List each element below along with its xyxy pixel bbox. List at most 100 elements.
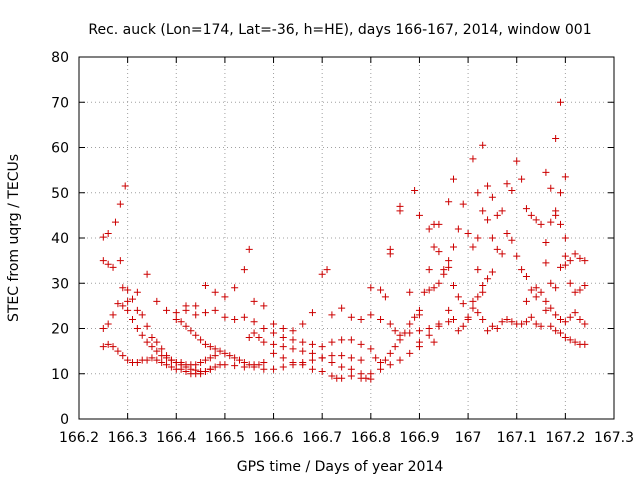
data-point — [119, 284, 127, 292]
data-point — [450, 315, 457, 323]
data-point — [211, 345, 219, 353]
data-point — [109, 343, 117, 351]
data-point — [338, 352, 346, 360]
data-point — [250, 297, 258, 305]
data-point — [250, 329, 258, 337]
data-point — [124, 306, 132, 314]
data-point — [474, 293, 482, 301]
axis-ticks: 166.2 166.3 166.4 166.5 166.6 166.7 166.8 166.9… — [51, 50, 634, 446]
data-point — [557, 98, 564, 106]
data-point — [430, 284, 438, 292]
data-point — [479, 141, 487, 149]
data-point — [367, 311, 375, 319]
data-point — [221, 349, 229, 357]
y-axis-label: STEC from uqrg / TECUs — [6, 154, 22, 322]
data-point — [197, 370, 205, 378]
data-point — [357, 374, 365, 382]
data-point — [148, 343, 156, 351]
data-point — [129, 295, 136, 303]
data-point — [328, 352, 336, 360]
data-point — [430, 338, 438, 346]
x-tick-label: 166.7 — [302, 430, 342, 446]
data-point — [206, 343, 214, 351]
data-point — [240, 313, 248, 321]
data-point — [454, 225, 462, 233]
data-point — [197, 336, 205, 344]
data-point — [177, 318, 185, 326]
data-point — [396, 331, 404, 339]
data-point — [518, 266, 526, 274]
data-point — [561, 318, 569, 326]
data-point — [279, 325, 287, 332]
data-point — [547, 279, 555, 287]
data-point — [542, 297, 550, 305]
data-point — [328, 372, 336, 380]
data-point — [415, 306, 423, 314]
data-point — [561, 234, 569, 242]
data-point — [347, 354, 355, 362]
y-tick-label: 0 — [60, 412, 69, 428]
data-point — [347, 313, 355, 321]
data-point — [522, 272, 530, 280]
data-point — [357, 340, 365, 348]
data-point — [240, 363, 248, 371]
data-point — [104, 229, 112, 237]
data-point — [450, 243, 457, 251]
data-point — [250, 363, 258, 371]
data-point — [527, 211, 535, 219]
data-point — [381, 293, 389, 301]
data-point — [566, 257, 574, 265]
data-point — [279, 354, 287, 362]
data-point — [479, 288, 487, 296]
data-point — [124, 297, 132, 305]
data-point — [347, 372, 355, 380]
data-point — [488, 193, 496, 201]
data-point — [527, 286, 535, 294]
data-point — [192, 302, 200, 310]
data-point — [231, 315, 239, 323]
data-point — [484, 275, 492, 283]
data-point — [172, 315, 180, 323]
data-point — [479, 207, 487, 215]
data-point — [318, 354, 326, 362]
y-tick-label: 40 — [51, 231, 69, 247]
data-point — [425, 325, 433, 332]
data-point — [440, 270, 448, 278]
data-point — [289, 345, 297, 353]
data-point — [537, 288, 545, 296]
data-point — [566, 336, 574, 344]
data-point — [240, 266, 248, 274]
data-point — [318, 343, 326, 351]
data-point — [474, 234, 482, 242]
data-point — [493, 325, 501, 332]
data-point — [124, 356, 132, 364]
data-point — [581, 320, 589, 328]
data-point — [211, 352, 219, 360]
data-point — [116, 200, 124, 208]
data-point — [338, 336, 346, 344]
data-point — [167, 356, 175, 364]
data-point — [513, 252, 521, 260]
data-point — [522, 297, 530, 305]
data-point — [445, 306, 453, 314]
data-point — [552, 211, 560, 219]
data-point — [104, 340, 112, 348]
data-point — [450, 175, 457, 183]
data-point — [508, 186, 516, 194]
data-point — [561, 261, 569, 269]
data-point — [163, 306, 171, 314]
data-point — [148, 354, 156, 362]
data-point — [153, 297, 161, 305]
data-point — [270, 320, 278, 328]
data-point — [522, 205, 530, 213]
data-point — [347, 336, 355, 344]
data-point — [143, 270, 151, 278]
data-point — [571, 288, 579, 296]
data-point — [381, 356, 389, 364]
data-point — [561, 173, 569, 181]
data-point — [226, 352, 234, 360]
data-point — [566, 313, 574, 321]
data-point — [488, 322, 496, 330]
x-axis-label: GPS time / Days of year 2014 — [237, 459, 444, 475]
data-point — [182, 302, 190, 310]
